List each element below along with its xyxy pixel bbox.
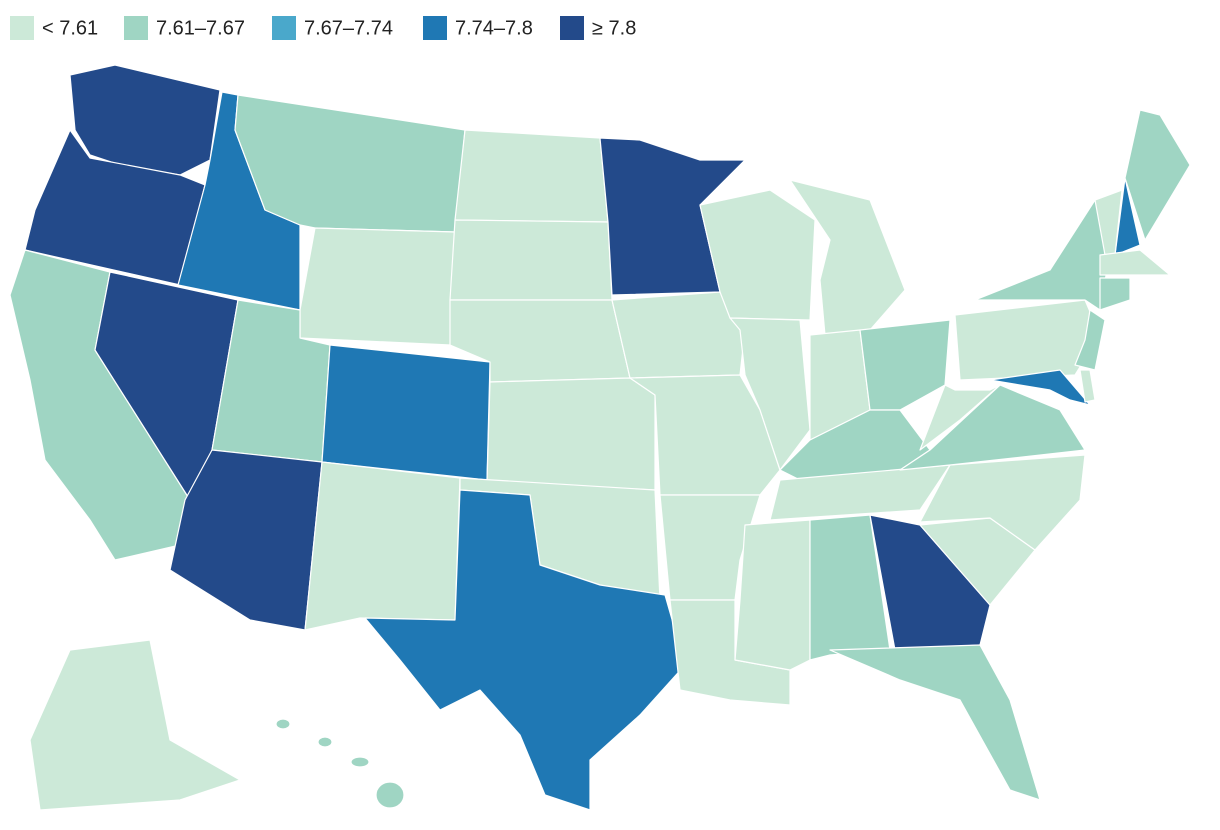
- region: [1114, 177, 1141, 256]
- legend-label: 7.67–7.74: [304, 17, 393, 39]
- region: [275, 718, 291, 730]
- region: [659, 494, 761, 601]
- region: [734, 519, 811, 671]
- legend-swatch: [10, 16, 34, 40]
- legend-label: 7.61–7.67: [156, 17, 245, 39]
- region: [375, 781, 405, 809]
- region: [859, 319, 951, 411]
- region: [899, 384, 1086, 471]
- region: [304, 461, 461, 631]
- region: [1074, 309, 1106, 371]
- region: [1099, 249, 1171, 276]
- region: [629, 374, 781, 496]
- legend-swatch: [272, 16, 296, 40]
- states: [9, 64, 1191, 811]
- region: [299, 227, 456, 346]
- legend-label: < 7.61: [42, 17, 98, 39]
- region: [29, 639, 241, 811]
- region: [1099, 277, 1131, 311]
- region: [449, 219, 613, 301]
- region: [919, 384, 1001, 451]
- region: [364, 489, 686, 811]
- region: [669, 599, 791, 706]
- region: [321, 344, 491, 481]
- region: [919, 454, 1086, 551]
- legend-swatch: [423, 16, 447, 40]
- region: [486, 377, 656, 491]
- legend-label: ≥ 7.8: [592, 17, 636, 39]
- region: [769, 464, 951, 521]
- legend-label: 7.74–7.8: [455, 17, 533, 39]
- region: [317, 736, 333, 748]
- legend-swatch: [124, 16, 148, 40]
- region: [234, 94, 466, 233]
- region: [350, 756, 370, 768]
- legend: < 7.61 7.61–7.67 7.67–7.74 7.74–7.8 ≥ 7.8: [10, 16, 636, 40]
- legend-swatch: [560, 16, 584, 40]
- region: [1079, 369, 1096, 403]
- region: [729, 317, 811, 471]
- region: [954, 299, 1101, 381]
- region: [1124, 109, 1191, 241]
- region: [829, 644, 1041, 801]
- region: [989, 369, 1091, 406]
- region: [454, 129, 609, 223]
- region: [699, 189, 816, 321]
- region: [869, 514, 991, 651]
